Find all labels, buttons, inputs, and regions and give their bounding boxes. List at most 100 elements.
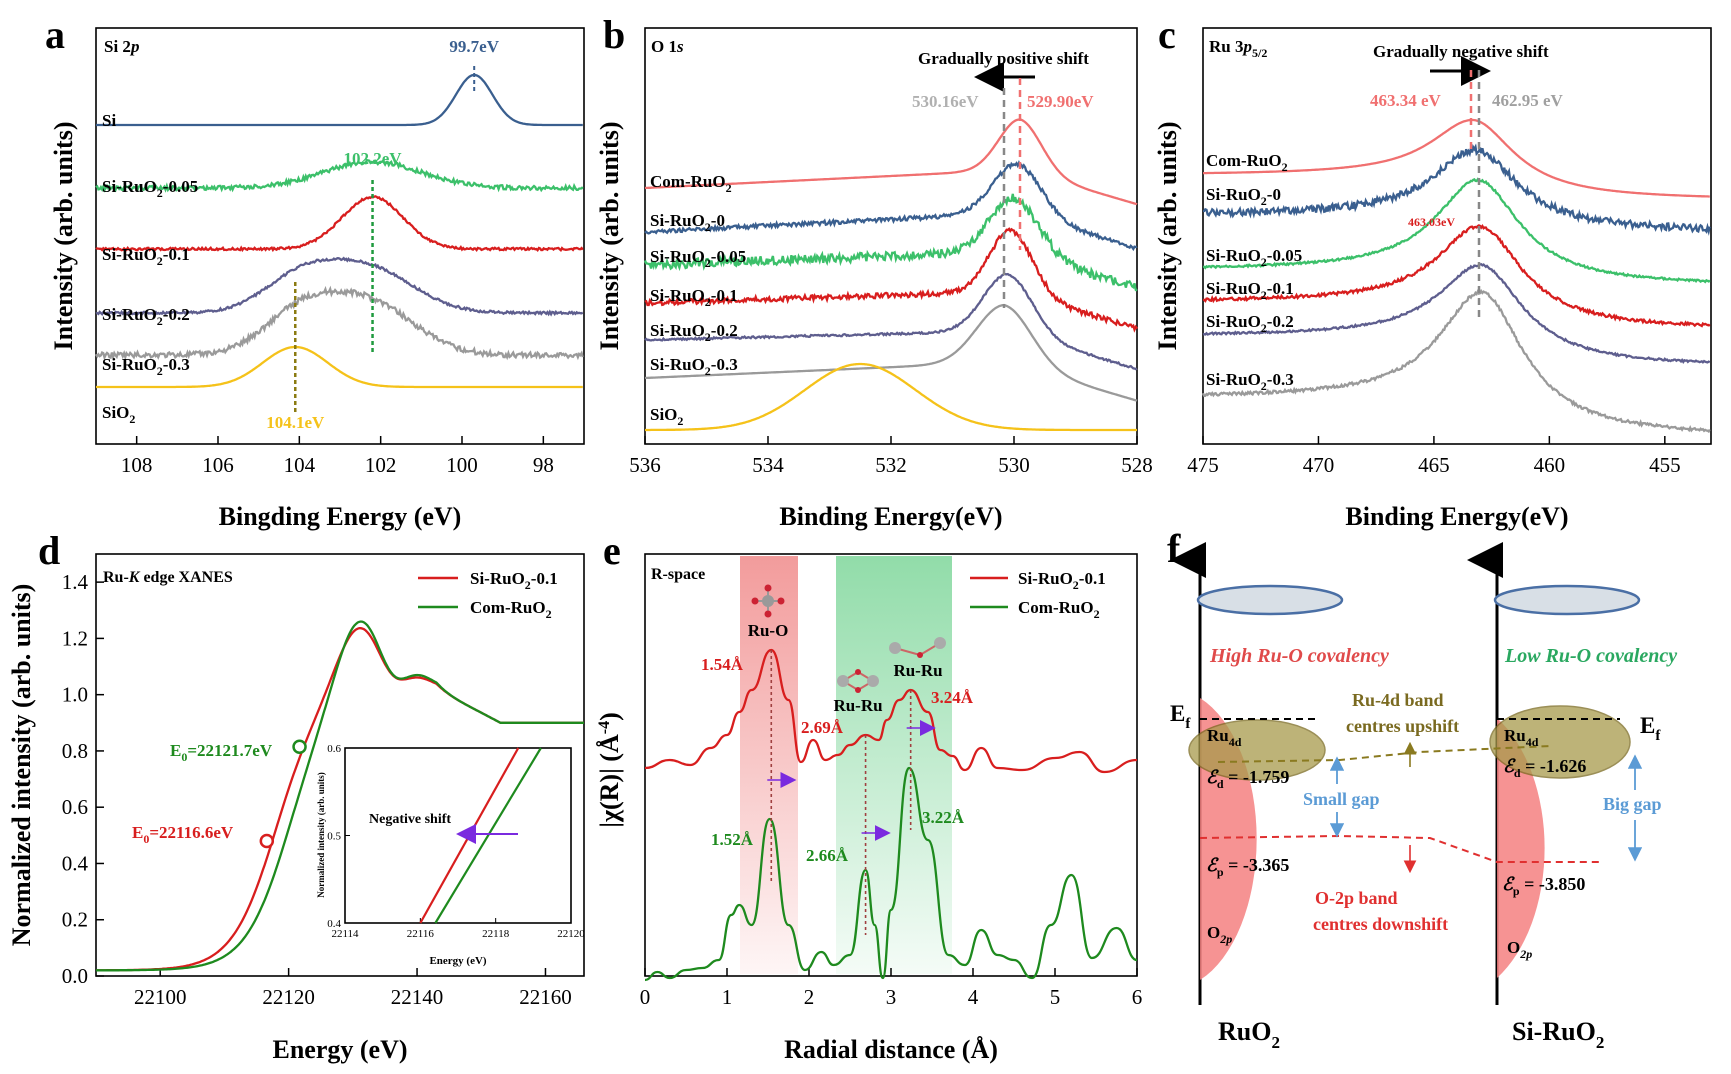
- series-label-si-ruo2-0.3: Si-RuO2-0.3: [102, 355, 190, 378]
- panel-f: f Ef Ef High Ru-O covalency Low Ru-O cov…: [1167, 526, 1677, 1052]
- series-line-si-ruo2-0.05: [643, 193, 1138, 292]
- panel-title-e: R-space: [651, 566, 705, 583]
- ru4d-shift-label-2: centres upshift: [1346, 716, 1459, 736]
- x-tick-label-0: 0: [640, 985, 651, 1009]
- material-label-si-ruo2: Si-RuO2: [1512, 1017, 1604, 1052]
- series-label-si-ruo2-0.3-c: Si-RuO2-0.3: [1206, 370, 1294, 393]
- value-3.24: 3.24Å: [931, 688, 974, 707]
- ep-value-right: ℰp = -3.850: [1502, 874, 1585, 898]
- x-ticks-e: 0 1 2 3 4 5 6: [640, 968, 1143, 1009]
- e0-marker-si-ruo2: [259, 833, 275, 849]
- y-tick-label-0.6: 0.6: [62, 795, 88, 819]
- o2p-shift-label-2: centres downshift: [1313, 914, 1448, 934]
- e0-label-si-ruo2: E0=22116.6eV: [132, 823, 234, 846]
- series-line-com-ruo2: [96, 620, 584, 972]
- ep-value-left: ℰp = -3.365: [1206, 855, 1289, 879]
- series-line-si-ruo2-0.3: [644, 303, 1138, 402]
- ru4d-centre-line: [1217, 745, 1551, 763]
- e0-marker-com-ruo2: [292, 739, 307, 754]
- spectra-e: [644, 648, 1138, 982]
- panel-title-a: Si 2p: [104, 37, 139, 56]
- ru4d-shift-label-1: Ru-4d band: [1352, 690, 1444, 710]
- y-axis-label-a: Intensity (arb. units): [49, 122, 78, 351]
- panel-letter-d: d: [38, 528, 60, 573]
- x-tick-label-528: 528: [1121, 453, 1153, 477]
- series-line-com-ruo2: [1203, 118, 1710, 198]
- material-label-ruo2: RuO2: [1218, 1017, 1280, 1052]
- series-line-si-ruo2-0.1: [644, 227, 1138, 333]
- peak-label-104.1: 104.1eV: [266, 413, 325, 432]
- e0-label-com-ruo2: E0=22121.7eV: [170, 741, 273, 764]
- inset-line-si-ruo2-0.1: [419, 747, 520, 924]
- y-axis-label-b: Intensity (arb. units): [595, 122, 624, 351]
- x-axis-label-a: Bingding Energy (eV): [219, 502, 462, 531]
- y-axis-label-c: Intensity (arb. units): [1153, 122, 1182, 351]
- unoccupied-band-right: [1493, 584, 1641, 616]
- inset-frame-d: [344, 747, 572, 924]
- spectra-d: [96, 620, 584, 972]
- x-tick-label-5: 5: [1050, 985, 1061, 1009]
- series-line-si-ruo2-0.3: [1201, 288, 1711, 434]
- panel-letter-e: e: [603, 528, 621, 573]
- series-label-si-ruo2-0.1: Si-RuO2-0.1: [102, 245, 190, 268]
- legend-label-com-ruo2-e: Com-RuO2: [1018, 598, 1100, 621]
- series-label-sio2-b: SiO2: [650, 405, 683, 428]
- inset-y-tick-label-0.4: 0.4: [327, 918, 341, 930]
- series-label-sio2: SiO2: [102, 403, 135, 426]
- inset-note-d: Negative shift: [369, 812, 451, 827]
- ru-o-molecule-icon: [751, 584, 785, 618]
- series-line-si-ruo2-0.05: [1202, 177, 1711, 284]
- x-ticks-b: 536 534 532 530 528: [629, 436, 1153, 477]
- inset-x-tick-label-22116: 22116: [407, 928, 435, 940]
- x-tick-label-532: 532: [875, 453, 907, 477]
- ru4d-band-right: [1489, 705, 1631, 779]
- legend-label-com-ruo2-d: Com-RuO2: [470, 598, 552, 621]
- small-gap-label: Small gap: [1303, 789, 1380, 809]
- x-tick-label-104: 104: [284, 453, 316, 477]
- high-covalency-label: High Ru-O covalency: [1209, 645, 1389, 667]
- y-tick-label-0: 0.0: [62, 964, 88, 988]
- x-tick-label-1: 1: [722, 985, 733, 1009]
- y-tick-label-1.4: 1.4: [62, 570, 89, 594]
- series-label-si-ruo2-0-c: Si-RuO2-0: [1206, 185, 1281, 208]
- x-tick-label-6: 6: [1132, 985, 1143, 1009]
- x-tick-label-22100: 22100: [134, 985, 187, 1009]
- value-2.66: 2.66Å: [806, 846, 849, 865]
- x-tick-label-470: 470: [1303, 453, 1335, 477]
- spectra-a: [95, 73, 584, 389]
- panel-letter-b: b: [603, 12, 625, 57]
- y-tick-label-0.8: 0.8: [62, 739, 88, 763]
- x-tick-label-108: 108: [121, 453, 153, 477]
- plot-frame-c: [1202, 27, 1712, 445]
- x-tick-label-475: 475: [1187, 453, 1219, 477]
- panel-b: b O 1s 536 534 532 530 528 Binding Energy(eV…: [595, 12, 1153, 531]
- label-ru-ru-1: Ru-Ru: [833, 696, 882, 715]
- inset-ticks-d: 22114 22116 22118 22120 0.4 0.5 0.6: [327, 743, 585, 940]
- inset-line-com-ruo2: [434, 747, 542, 924]
- legend-label-si-ruo2-0.1-e: Si-RuO2-0.1: [1018, 569, 1106, 592]
- x-tick-label-534: 534: [752, 453, 784, 477]
- o2p-centre-line: [1199, 834, 1600, 863]
- big-gap-label: Big gap: [1603, 794, 1662, 814]
- x-tick-label-455: 455: [1649, 453, 1681, 477]
- panel-letter-a: a: [45, 12, 65, 57]
- x-tick-label-2: 2: [804, 985, 815, 1009]
- x-tick-label-102: 102: [365, 453, 397, 477]
- value-3.22: 3.22Å: [922, 808, 965, 827]
- x-tick-label-465: 465: [1418, 453, 1450, 477]
- inset-y-label: Normalized intensity (arb. units): [316, 772, 326, 898]
- ef-label-left: Ef: [1170, 701, 1191, 732]
- peak-label-463.34: 463.34 eV: [1370, 91, 1442, 110]
- y-tick-label-0.2: 0.2: [62, 908, 88, 932]
- peak-label-462.95: 462.95 eV: [1492, 91, 1564, 110]
- axis-ticks-d: 22100 22120 22140 22160 0.0 0.2 0.4 0.6 0.8 1.0 1.…: [62, 570, 572, 1009]
- band-ru-o: [740, 556, 798, 974]
- series-line-si-ruo2-0.2: [1202, 262, 1711, 364]
- series-line-com-ruo2: [644, 766, 1138, 982]
- series-line-si-ruo2-0.2: [644, 272, 1138, 371]
- series-line-si-ruo2-0.2: [95, 256, 584, 317]
- peak-label-529.90: 529.90eV: [1027, 92, 1094, 111]
- x-tick-label-22120: 22120: [262, 985, 315, 1009]
- ru4d-band-left: [1188, 719, 1326, 781]
- series-label-si: Si: [102, 111, 116, 130]
